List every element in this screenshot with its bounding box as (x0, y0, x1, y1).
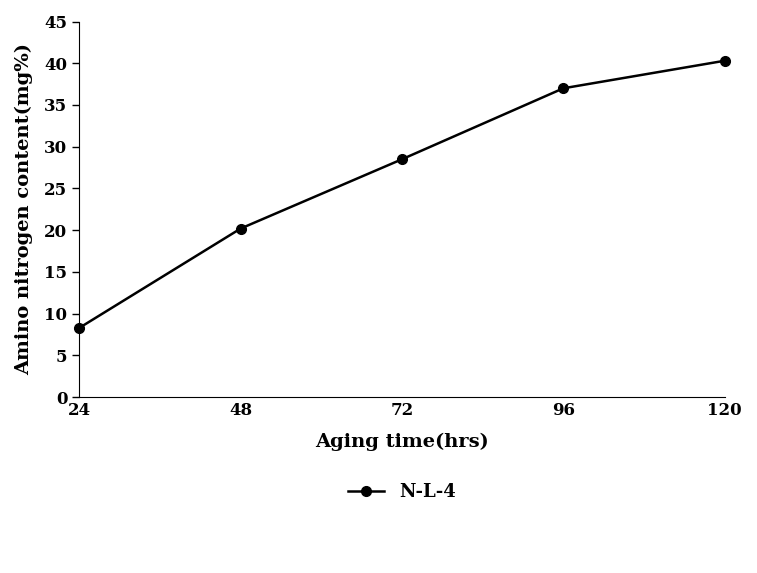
Y-axis label: Amino nitrogen content(mg%): Amino nitrogen content(mg%) (15, 44, 33, 375)
Legend: N-L-4: N-L-4 (341, 476, 463, 508)
X-axis label: Aging time(hrs): Aging time(hrs) (315, 433, 489, 451)
